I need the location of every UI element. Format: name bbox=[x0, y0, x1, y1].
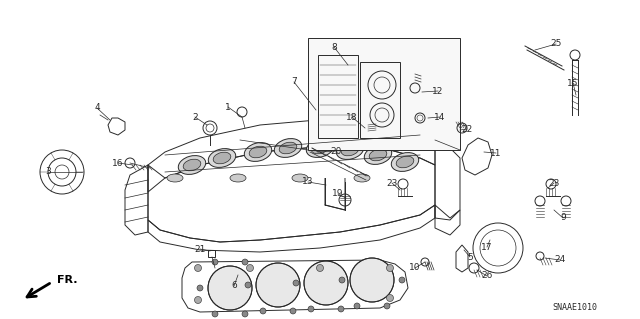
Text: 9: 9 bbox=[560, 213, 566, 222]
Circle shape bbox=[290, 308, 296, 314]
Circle shape bbox=[195, 264, 202, 271]
Circle shape bbox=[308, 306, 314, 312]
Text: 23: 23 bbox=[387, 179, 397, 188]
Ellipse shape bbox=[364, 145, 392, 164]
Text: SNAAE1010: SNAAE1010 bbox=[552, 303, 598, 313]
Circle shape bbox=[354, 303, 360, 309]
Text: 17: 17 bbox=[481, 242, 493, 251]
Circle shape bbox=[256, 263, 300, 307]
Text: 13: 13 bbox=[302, 177, 314, 187]
Circle shape bbox=[195, 296, 202, 303]
Ellipse shape bbox=[275, 138, 301, 157]
Ellipse shape bbox=[249, 146, 267, 158]
Ellipse shape bbox=[354, 174, 370, 182]
Circle shape bbox=[246, 264, 253, 271]
Circle shape bbox=[350, 258, 394, 302]
Text: 22: 22 bbox=[461, 124, 472, 133]
Text: 25: 25 bbox=[550, 40, 562, 48]
Circle shape bbox=[197, 285, 203, 291]
Ellipse shape bbox=[341, 144, 359, 156]
Text: 2: 2 bbox=[192, 113, 198, 122]
Text: 20: 20 bbox=[330, 146, 342, 155]
Circle shape bbox=[304, 261, 348, 305]
Circle shape bbox=[399, 277, 405, 283]
Ellipse shape bbox=[369, 149, 387, 161]
Circle shape bbox=[242, 259, 248, 265]
Text: 3: 3 bbox=[45, 167, 51, 176]
Ellipse shape bbox=[336, 141, 364, 160]
Ellipse shape bbox=[167, 174, 183, 182]
Circle shape bbox=[260, 308, 266, 314]
Bar bbox=[308, 38, 460, 150]
Circle shape bbox=[293, 280, 299, 286]
Ellipse shape bbox=[213, 152, 231, 164]
Circle shape bbox=[387, 264, 394, 271]
Circle shape bbox=[208, 266, 252, 310]
Circle shape bbox=[387, 294, 394, 301]
Ellipse shape bbox=[183, 159, 201, 171]
Text: 24: 24 bbox=[554, 256, 566, 264]
Text: 19: 19 bbox=[332, 189, 344, 198]
Text: 16: 16 bbox=[112, 159, 124, 167]
Ellipse shape bbox=[279, 142, 297, 154]
Text: 26: 26 bbox=[481, 271, 493, 280]
Circle shape bbox=[242, 311, 248, 317]
Text: 12: 12 bbox=[432, 86, 444, 95]
Circle shape bbox=[339, 277, 345, 283]
Text: 5: 5 bbox=[467, 253, 473, 262]
Circle shape bbox=[353, 280, 359, 286]
Bar bbox=[208, 250, 215, 257]
Ellipse shape bbox=[208, 149, 236, 167]
Text: 21: 21 bbox=[195, 244, 205, 254]
Circle shape bbox=[257, 285, 263, 291]
Ellipse shape bbox=[244, 143, 272, 161]
Text: 6: 6 bbox=[231, 281, 237, 291]
Text: 1: 1 bbox=[225, 102, 231, 112]
Circle shape bbox=[384, 303, 390, 309]
Ellipse shape bbox=[179, 156, 205, 174]
Ellipse shape bbox=[391, 152, 419, 171]
Text: 23: 23 bbox=[548, 179, 560, 188]
Circle shape bbox=[338, 306, 344, 312]
Text: 8: 8 bbox=[331, 42, 337, 51]
Circle shape bbox=[212, 311, 218, 317]
Text: 4: 4 bbox=[94, 103, 100, 113]
Text: 11: 11 bbox=[490, 149, 502, 158]
Circle shape bbox=[245, 282, 251, 288]
Ellipse shape bbox=[396, 156, 414, 168]
Circle shape bbox=[317, 264, 323, 271]
Text: 15: 15 bbox=[567, 78, 579, 87]
Ellipse shape bbox=[307, 138, 333, 157]
Text: 18: 18 bbox=[346, 113, 358, 122]
Circle shape bbox=[212, 259, 218, 265]
Text: 10: 10 bbox=[409, 263, 420, 272]
Text: 7: 7 bbox=[291, 78, 297, 86]
Ellipse shape bbox=[292, 174, 308, 182]
Ellipse shape bbox=[311, 142, 329, 154]
Circle shape bbox=[305, 282, 311, 288]
Text: FR.: FR. bbox=[57, 275, 77, 285]
Text: 14: 14 bbox=[435, 113, 445, 122]
Ellipse shape bbox=[230, 174, 246, 182]
